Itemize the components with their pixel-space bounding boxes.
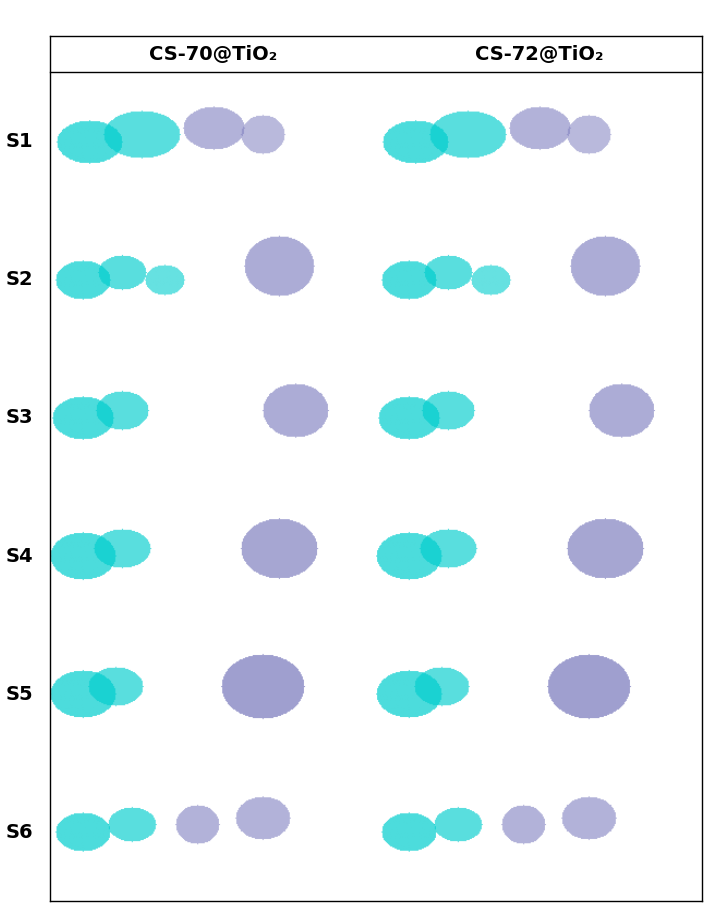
Text: CS-72@TiO₂: CS-72@TiO₂ <box>474 45 603 63</box>
Text: CS-70@TiO₂: CS-70@TiO₂ <box>149 45 277 63</box>
Text: S3: S3 <box>6 409 33 428</box>
Text: S2: S2 <box>6 270 33 289</box>
Text: S1: S1 <box>6 132 33 151</box>
Text: S5: S5 <box>6 685 33 704</box>
Text: S4: S4 <box>6 546 33 565</box>
Text: S6: S6 <box>6 823 33 842</box>
